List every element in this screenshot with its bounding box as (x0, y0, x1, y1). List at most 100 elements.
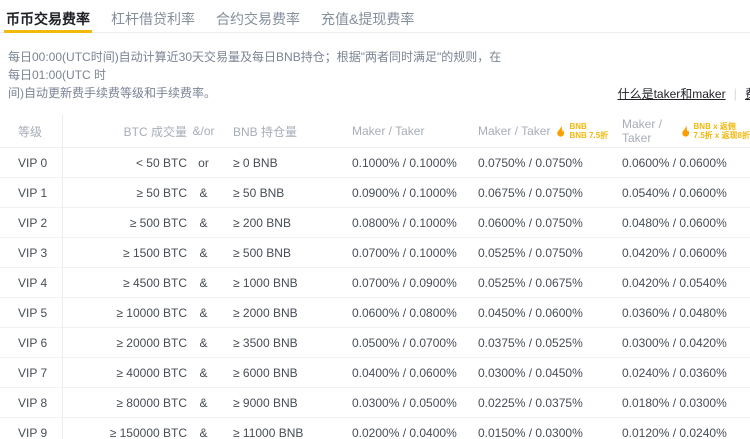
cell-btc-volume: ≥ 40000 BTC (116, 365, 187, 380)
clipped-link[interactable]: 费 (745, 85, 750, 102)
cell-btc-volume: ≥ 4500 BTC (123, 275, 187, 290)
cell-btc-volume: ≥ 50 BTC (136, 185, 187, 200)
fee-table-row: VIP 2 ≥ 500 BTC & ≥ 200 BNB 0.0800% / 0.… (0, 208, 750, 238)
header-level: 等级 (18, 124, 43, 139)
referral-discount-badge-text: BNB x 返佣 7.5折 x 返现8折 (693, 122, 750, 140)
cell-bnb-balance: ≥ 11000 BNB (233, 425, 304, 439)
fee-table-row: VIP 8 ≥ 80000 BTC & ≥ 9000 BNB 0.0300% /… (0, 388, 750, 418)
cell-and-or: or (198, 155, 209, 170)
cell-vip-level: VIP 1 (18, 185, 48, 200)
cell-bnb-balance: ≥ 9000 BNB (233, 395, 298, 410)
cell-vip-level: VIP 3 (18, 245, 48, 260)
cell-maker-taker-bnb: 0.0675% / 0.0750% (478, 185, 583, 200)
header-maker-taker-bnb-label: Maker / Taker (478, 124, 551, 138)
cell-btc-volume: ≥ 20000 BTC (116, 335, 187, 350)
fee-description-line2: 间)自动更新费手续费等级和手续费率。 (8, 86, 216, 100)
cell-vip-level: VIP 4 (18, 275, 48, 290)
header-and-or: &/or (192, 124, 215, 138)
cell-maker-taker: 0.0300% / 0.0500% (352, 395, 457, 410)
cell-btc-volume: ≥ 150000 BTC (109, 425, 187, 439)
cell-maker-taker-bnb: 0.0225% / 0.0375% (478, 395, 583, 410)
header-maker-taker: Maker / Taker (352, 124, 425, 138)
tab-deposit-withdraw-fee[interactable]: 充值&提现费率 (321, 11, 415, 27)
cell-maker-taker-referral: 0.0360% / 0.0480% (622, 305, 727, 320)
cell-maker-taker: 0.0800% / 0.1000% (352, 215, 457, 230)
cell-bnb-balance: ≥ 0 BNB (233, 155, 278, 170)
fee-table-row: VIP 3 ≥ 1500 BTC & ≥ 500 BNB 0.0700% / 0… (0, 238, 750, 268)
cell-btc-volume: ≥ 80000 BTC (116, 395, 187, 410)
fee-tabs: 币币交易费率 杠杆借贷利率 合约交易费率 充值&提现费率 (0, 0, 750, 33)
cell-bnb-balance: ≥ 50 BNB (233, 185, 285, 200)
cell-maker-taker-bnb: 0.0300% / 0.0450% (478, 365, 583, 380)
help-links: 什么是taker和maker | 费 (618, 85, 750, 102)
cell-bnb-balance: ≥ 1000 BNB (233, 275, 298, 290)
cell-maker-taker: 0.0700% / 0.1000% (352, 245, 457, 260)
cell-vip-level: VIP 7 (18, 365, 48, 380)
cell-bnb-balance: ≥ 500 BNB (233, 245, 291, 260)
fee-description: 每日00:00(UTC时间)自动计算近30天交易量及每日BNB持仓；根据"两者同… (8, 48, 510, 102)
cell-maker-taker-bnb: 0.0525% / 0.0750% (478, 245, 583, 260)
what-is-taker-maker-link[interactable]: 什么是taker和maker (617, 87, 726, 101)
cell-maker-taker-bnb: 0.0750% / 0.0750% (478, 155, 583, 170)
tab-futures-fee[interactable]: 合约交易费率 (216, 11, 300, 27)
cell-maker-taker-bnb: 0.0375% / 0.0525% (478, 335, 583, 350)
cell-vip-level: VIP 2 (18, 215, 48, 230)
cell-vip-level: VIP 6 (18, 335, 48, 350)
cell-maker-taker: 0.0900% / 0.1000% (352, 185, 457, 200)
fee-table-row: VIP 9 ≥ 150000 BTC & ≥ 11000 BNB 0.0200%… (0, 418, 750, 439)
cell-maker-taker: 0.0400% / 0.0600% (352, 365, 457, 380)
cell-btc-volume: ≥ 1500 BTC (123, 245, 187, 260)
header-btc-volume: BTC 成交量 (123, 124, 187, 139)
fee-table-row: VIP 5 ≥ 10000 BTC & ≥ 2000 BNB 0.0600% /… (0, 298, 750, 328)
cell-and-or: & (199, 305, 208, 320)
bnb-discount-badge-text: BNB BNB 7.5折 (569, 122, 609, 140)
cell-maker-taker-referral: 0.0600% / 0.0600% (622, 155, 727, 170)
header-maker-taker-referral-label: Maker / Taker (622, 117, 663, 145)
cell-maker-taker: 0.1000% / 0.1000% (352, 155, 457, 170)
cell-vip-level: VIP 9 (18, 425, 48, 439)
cell-maker-taker-referral: 0.0420% / 0.0540% (622, 275, 727, 290)
header-maker-taker-bnb: Maker / Taker BNB BNB 7.5折 (478, 122, 622, 140)
referral-flame-icon (679, 124, 692, 138)
table-vertical-divider (62, 115, 63, 439)
header-maker-taker-referral: Maker / Taker BNB x 返佣 7.5折 x 返现8折 (622, 117, 750, 145)
cell-btc-volume: ≥ 500 BTC (129, 215, 187, 230)
cell-maker-taker-referral: 0.0480% / 0.0600% (622, 215, 727, 230)
cell-maker-taker-referral: 0.0180% / 0.0300% (622, 395, 727, 410)
tab-margin-rate[interactable]: 杠杆借贷利率 (111, 11, 195, 27)
referral-discount-badge: BNB x 返佣 7.5折 x 返现8折 (679, 122, 750, 140)
cell-bnb-balance: ≥ 2000 BNB (233, 305, 298, 320)
cell-maker-taker-bnb: 0.0600% / 0.0750% (478, 215, 583, 230)
fee-table-row: VIP 4 ≥ 4500 BTC & ≥ 1000 BNB 0.0700% / … (0, 268, 750, 298)
info-row: 每日00:00(UTC时间)自动计算近30天交易量及每日BNB持仓；根据"两者同… (0, 33, 750, 102)
cell-and-or: & (199, 185, 208, 200)
cell-maker-taker-referral: 0.0120% / 0.0240% (622, 425, 727, 439)
cell-and-or: & (199, 425, 208, 439)
header-bnb-balance: BNB 持仓量 (233, 124, 298, 139)
cell-maker-taker-referral: 0.0240% / 0.0360% (622, 365, 727, 380)
fee-table-body: VIP 0 < 50 BTC or ≥ 0 BNB 0.1000% / 0.10… (0, 148, 750, 439)
cell-bnb-balance: ≥ 200 BNB (233, 215, 291, 230)
fee-table-row: VIP 6 ≥ 20000 BTC & ≥ 3500 BNB 0.0500% /… (0, 328, 750, 358)
cell-maker-taker-referral: 0.0540% / 0.0600% (622, 185, 727, 200)
fee-description-line1: 每日00:00(UTC时间)自动计算近30天交易量及每日BNB持仓；根据"两者同… (8, 50, 502, 82)
cell-and-or: & (199, 245, 208, 260)
fee-table-row: VIP 0 < 50 BTC or ≥ 0 BNB 0.1000% / 0.10… (0, 148, 750, 178)
tab-spot-fee[interactable]: 币币交易费率 (4, 9, 92, 33)
cell-and-or: & (199, 335, 208, 350)
cell-maker-taker-referral: 0.0300% / 0.0420% (622, 335, 727, 350)
cell-and-or: & (199, 275, 208, 290)
fee-table-row: VIP 1 ≥ 50 BTC & ≥ 50 BNB 0.0900% / 0.10… (0, 178, 750, 208)
cell-maker-taker: 0.0700% / 0.0900% (352, 275, 457, 290)
cell-bnb-balance: ≥ 6000 BNB (233, 365, 298, 380)
cell-maker-taker: 0.0600% / 0.0800% (352, 305, 457, 320)
cell-maker-taker-bnb: 0.0450% / 0.0600% (478, 305, 583, 320)
cell-maker-taker-bnb: 0.0150% / 0.0300% (478, 425, 583, 439)
fee-table-row: VIP 7 ≥ 40000 BTC & ≥ 6000 BNB 0.0400% /… (0, 358, 750, 388)
link-divider: | (733, 86, 737, 101)
cell-maker-taker: 0.0500% / 0.0700% (352, 335, 457, 350)
cell-and-or: & (199, 365, 208, 380)
cell-vip-level: VIP 8 (18, 395, 48, 410)
bnb-discount-badge: BNB BNB 7.5折 (554, 122, 608, 140)
